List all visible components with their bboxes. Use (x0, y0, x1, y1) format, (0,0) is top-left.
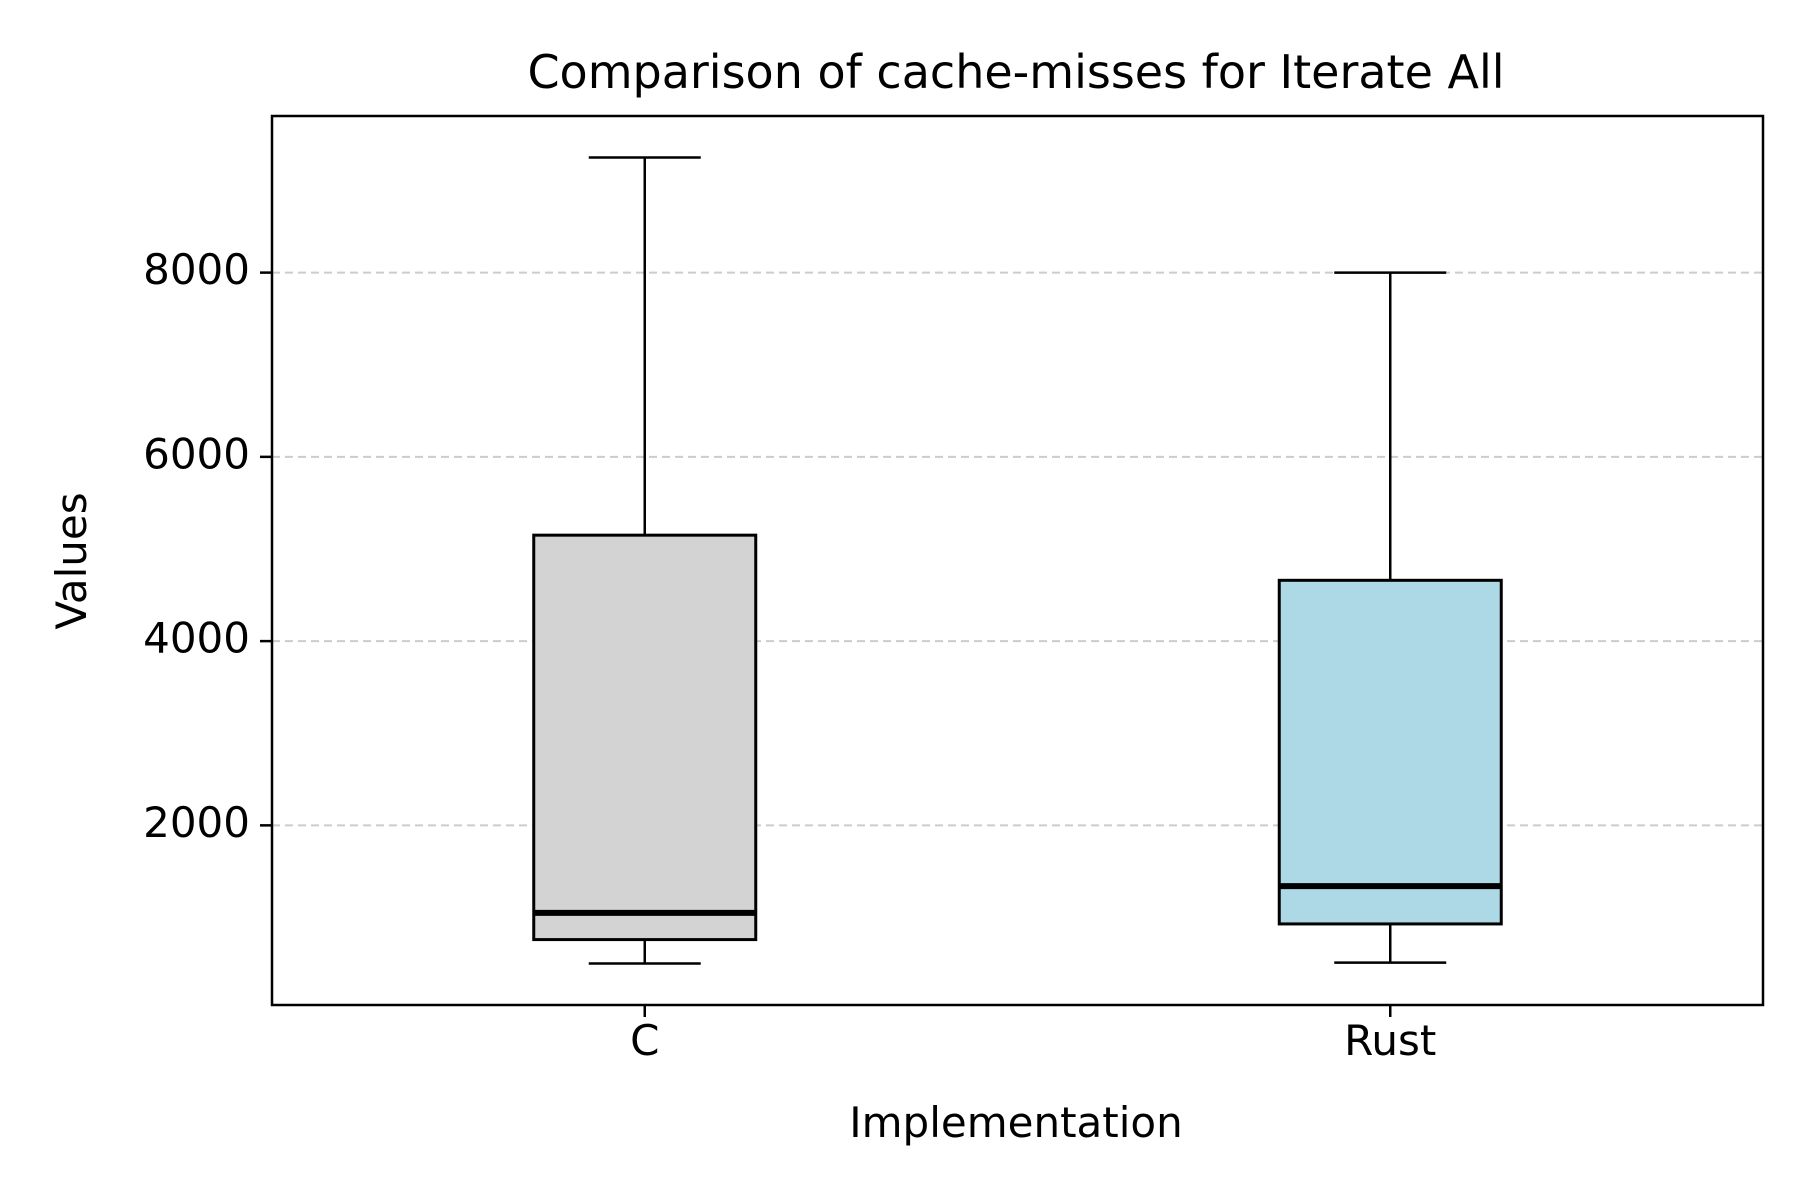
plot-frame (270, 114, 1765, 1007)
x-axis: C Rust (630, 1005, 1436, 1065)
chart-title: Comparison of cache-misses for Iterate A… (527, 45, 1504, 99)
boxes (532, 156, 1503, 965)
y-tick-label-2000: 2000 (143, 798, 250, 847)
y-tick-label-8000: 8000 (143, 245, 250, 294)
box-c (532, 156, 758, 965)
iqr-box-rust (1277, 578, 1503, 926)
y-axis: 2000 4000 6000 8000 (143, 245, 272, 847)
box-rust (1277, 271, 1503, 964)
y-grid (272, 271, 1763, 827)
y-tick-label-6000: 6000 (143, 429, 250, 478)
iqr-box-c (532, 533, 758, 942)
y-axis-label: Values (47, 492, 96, 629)
x-axis-label: Implementation (849, 1098, 1183, 1147)
x-tick-label-rust: Rust (1344, 1016, 1436, 1065)
y-tick-label-4000: 4000 (143, 614, 250, 663)
x-tick-label-c: C (630, 1016, 659, 1065)
